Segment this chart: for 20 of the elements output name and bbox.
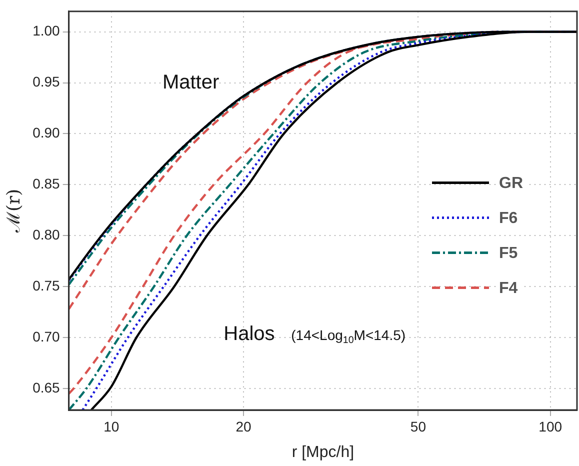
y-tick-label: 0.80 xyxy=(32,226,60,243)
annotation: Matter xyxy=(162,72,220,94)
y-tick-label: 0.65 xyxy=(32,379,60,396)
x-tick-label: 20 xyxy=(236,418,252,434)
legend-label: GR xyxy=(499,175,524,192)
x-tick-label: 100 xyxy=(538,418,562,434)
y-tick-label: 0.75 xyxy=(32,278,60,294)
y-tick-label: 0.85 xyxy=(32,176,60,192)
y-axis-title: ℳ(r) xyxy=(3,188,24,234)
y-tick-label: 0.70 xyxy=(32,328,60,344)
legend-label: F4 xyxy=(499,280,518,298)
annotation: Halos xyxy=(224,322,275,345)
y-tick-label: 1.00 xyxy=(32,22,60,39)
x-axis-title: r [Mpc/h] xyxy=(292,444,354,461)
x-tick-label: 10 xyxy=(104,418,120,434)
y-tick-label: 0.95 xyxy=(32,74,60,90)
y-tick-label: 0.90 xyxy=(32,124,60,141)
legend-label: F6 xyxy=(499,210,518,228)
legend-label: F5 xyxy=(499,245,518,262)
x-tick-label: 50 xyxy=(410,418,426,434)
